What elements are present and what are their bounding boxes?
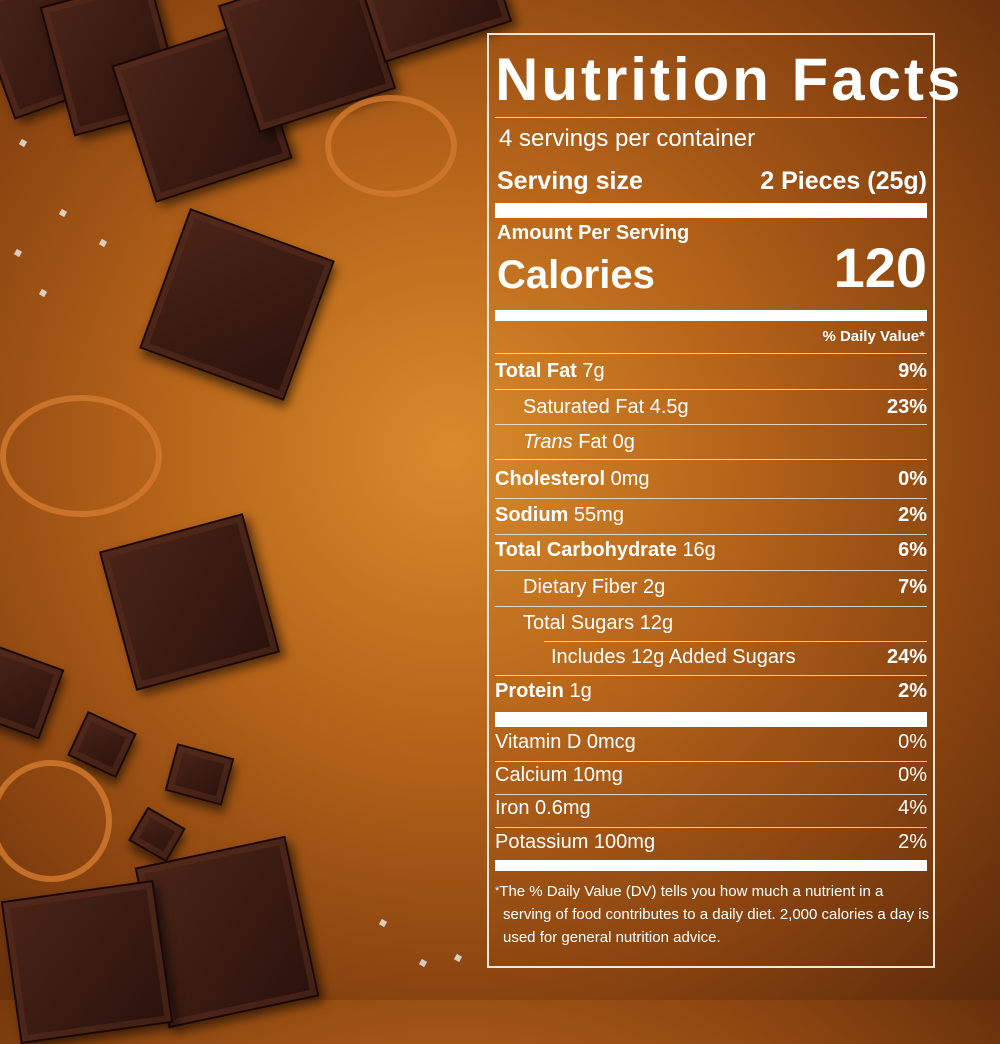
salt-crystal [13,248,23,258]
nutrient-dv: 6% [898,539,927,561]
calories-value: 120 [833,236,927,299]
nutrient-row-total-fat: Total Fat 7g 9% [495,358,927,388]
servings-per-container: 4 servings per container [499,125,756,152]
nutrient-row-protein: Protein 1g 2% [495,678,927,708]
nutrient-row-added-sugars: Includes 12g Added Sugars 24% [495,644,927,674]
chocolate-piece [0,644,65,740]
salt-crystal [38,288,48,298]
salt-crystal [378,918,388,928]
nutrient-amount: 12g [639,612,674,634]
amount-per-serving: Amount Per Serving [497,222,690,244]
salt-crystal [18,138,28,148]
vitamin-row: Calcium 10mg 0% [495,764,927,786]
nutrient-name: Protein [495,680,564,702]
footnote: *The % Daily Value (DV) tells you how mu… [495,883,930,946]
nutrition-facts-label: Nutrition Facts 4 servings per container… [487,33,960,968]
vitamin-row: Iron 0.6mg 4% [495,797,927,819]
chocolate-piece [128,806,186,863]
salt-crystal [58,208,68,218]
nutrient-dv: 9% [898,360,927,382]
divider [495,117,927,118]
nutrient-name: Total Fat [495,360,577,382]
nutrient-dv: 23% [886,396,927,418]
nutrient-name: Total Carbohydrate [495,539,677,561]
vitamin-row: Potassium 100mg 2% [495,831,927,853]
salt-crystal [418,958,428,968]
thick-divider [495,712,927,727]
nutrient-dv: 24% [886,646,927,668]
serving-size-label: Serving size [497,167,643,195]
nutrient-amount: 0mg [610,468,650,490]
nutrient-name: Includes 12g Added Sugars [551,646,796,668]
nutrient-name: Trans [523,431,573,453]
nutrient-name: Saturated Fat [523,396,645,418]
nutrient-name: Total Sugars [523,612,635,634]
chocolate-piece [139,208,335,401]
chocolate-piece [0,879,174,1044]
nutrient-dv: 2% [898,504,927,526]
nutrient-name: Cholesterol [495,468,606,490]
nutrient-row-trans-fat: Trans Fat 0g [495,429,927,459]
caramel-swirl [0,760,112,882]
thick-divider [495,203,927,218]
nutrient-amount: 4.5g [649,396,689,418]
nutrient-row-dietary-fiber: Dietary Fiber 2g 7% [495,574,927,604]
chocolate-piece [98,513,281,691]
salt-crystal [453,953,463,963]
nutrient-dv: 2% [898,680,927,702]
nutrient-row-saturated-fat: Saturated Fat 4.5g 23% [495,394,927,424]
nutrient-amount: 2g [643,576,666,598]
nutrient-amount: 55mg [573,504,624,526]
nutrient-dv: 0% [898,468,927,490]
nutrient-dv: 7% [898,576,927,598]
nutrient-name: Sodium [495,504,569,526]
chocolate-piece [164,743,235,806]
nutrient-amount: 7g [582,360,605,382]
daily-value-header: % Daily Value* [822,328,925,345]
nutrient-name: Dietary Fiber [523,576,638,598]
nutrient-row-sodium: Sodium 55mg 2% [495,502,927,532]
vitamin-row: Vitamin D 0mcg 0% [495,731,927,753]
calories-label: Calories [497,253,655,297]
nutrient-amount: 16g [682,539,716,561]
nutrient-row-total-sugars: Total Sugars 12g [495,610,927,640]
nutrient-row-cholesterol: Cholesterol 0mg 0% [495,466,927,496]
label-title: Nutrition Facts [495,46,964,113]
nutrient-row-total-carbohydrate: Total Carbohydrate 16g 6% [495,537,927,567]
nutrient-name-suffix: Fat [578,431,608,453]
nutrient-amount: 0g [612,431,635,453]
caramel-swirl [325,95,457,197]
thick-divider [495,860,927,871]
serving-size-value: 2 Pieces (25g) [760,167,927,195]
thick-divider [495,310,927,321]
divider [495,353,927,354]
caramel-swirl [0,395,162,517]
nutrient-amount: 1g [569,680,592,702]
salt-crystal [98,238,108,248]
